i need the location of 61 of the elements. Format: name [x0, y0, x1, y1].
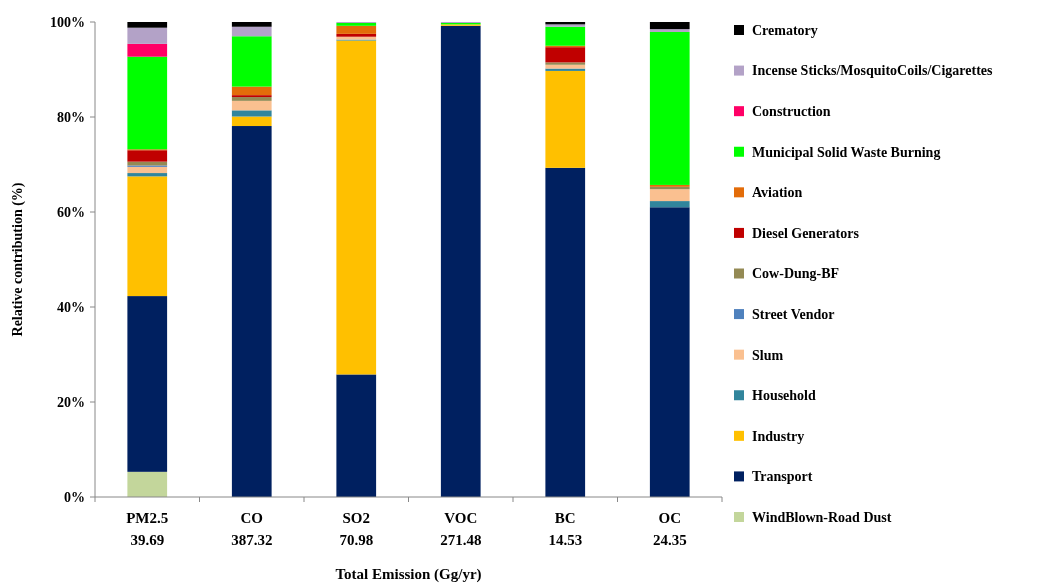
- bar: [336, 40, 377, 375]
- bar: [231, 100, 272, 111]
- x-tick-label: BC 14.53: [548, 510, 583, 548]
- bar: [231, 36, 272, 87]
- y-axis-title: Relative contribution (%): [10, 182, 26, 337]
- x-axis-title: Total Emission (Gg/yr): [335, 566, 482, 583]
- bar: [231, 86, 272, 96]
- bar: [231, 22, 272, 27]
- bar: [649, 189, 690, 202]
- bar: [440, 25, 481, 497]
- bar: [231, 26, 272, 37]
- bar: [649, 31, 690, 185]
- bar: [127, 471, 168, 497]
- legend-label: Street Vendor: [752, 306, 835, 322]
- bar: [127, 27, 168, 44]
- bar: [231, 116, 272, 127]
- bar: [127, 22, 168, 28]
- bar: [649, 29, 690, 32]
- bar: [127, 166, 168, 174]
- bar: [336, 25, 377, 34]
- y-tick-label: 80%: [57, 109, 85, 125]
- legend-label: Household: [752, 388, 817, 404]
- bar: [127, 173, 168, 177]
- x-tick-label: CO 387.32: [231, 510, 273, 548]
- bar: [545, 70, 586, 168]
- x-tick-label: OC 24.35: [652, 510, 687, 548]
- y-tick-label: 40%: [57, 299, 85, 315]
- bar: [545, 47, 586, 63]
- legend-label: Transport: [752, 469, 813, 485]
- bar: [127, 56, 168, 150]
- legend-label: Aviation: [752, 185, 803, 201]
- x-tick-label: SO2 70.98: [339, 510, 374, 548]
- bar: [336, 374, 377, 497]
- legend-label: Crematory: [752, 22, 818, 38]
- bar: [127, 296, 168, 472]
- y-tick-label: 20%: [57, 394, 85, 410]
- bar: [127, 43, 168, 57]
- bar: [649, 207, 690, 497]
- bar: [127, 150, 168, 162]
- bar: [545, 167, 586, 497]
- x-tick-label: VOC 271.48: [440, 510, 482, 548]
- legend-label: Diesel Generators: [752, 225, 860, 241]
- bar: [231, 126, 272, 497]
- legend-label: Construction: [752, 104, 831, 120]
- legend-label: WindBlown-Road Dust: [752, 509, 892, 525]
- bar: [545, 64, 586, 69]
- bar: [545, 62, 586, 65]
- bar: [649, 201, 690, 208]
- bar: [545, 26, 586, 46]
- legend-label: Slum: [752, 347, 784, 363]
- legend-label: Incense Sticks/MosquitoCoils/Cigarettes: [752, 63, 994, 79]
- bar: [127, 176, 168, 297]
- bar: [231, 110, 272, 117]
- bar: [649, 22, 690, 30]
- legend-label: Municipal Solid Waste Burning: [752, 144, 941, 160]
- legend-label: Cow-Dung-BF: [752, 266, 840, 282]
- y-tick-label: 0%: [64, 489, 85, 505]
- y-tick-label: 100%: [50, 14, 85, 30]
- x-tick-label: PM2.5 39.69: [126, 510, 169, 548]
- y-tick-label: 60%: [57, 204, 85, 220]
- legend-label: Industry: [752, 428, 805, 444]
